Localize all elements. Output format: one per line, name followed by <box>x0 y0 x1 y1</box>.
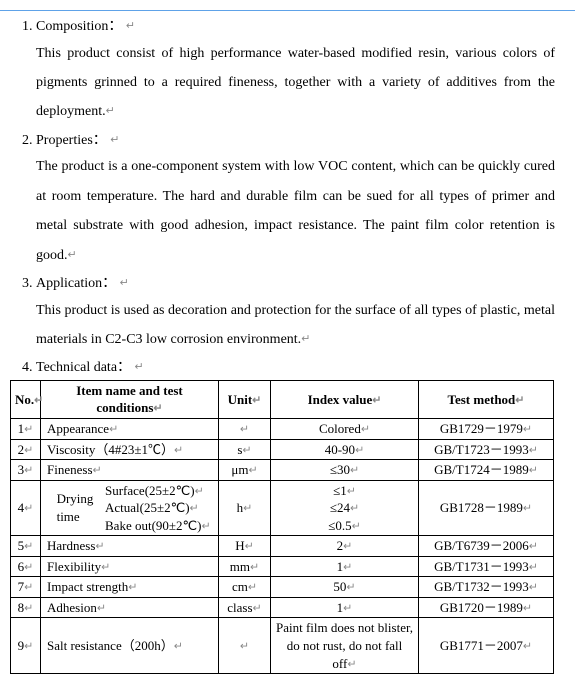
return-mark: ↵ <box>301 333 310 345</box>
heading-text: Properties： <box>36 133 107 148</box>
table-row: 7↵Impact strength↵cm↵50↵GB/T1732－1993↵ <box>11 577 554 598</box>
table-row: 9↵Salt resistance（200h）↵↵Paint film does… <box>11 618 554 674</box>
cell-item: Salt resistance（200h）↵ <box>41 618 219 674</box>
cell-no: 5↵ <box>11 536 41 557</box>
th-index: Index value↵ <box>271 380 419 418</box>
cell-index: 1↵ <box>271 597 419 618</box>
cell-item: Impact strength↵ <box>41 577 219 598</box>
cell-method: GB/T6739－2006↵ <box>419 536 554 557</box>
cell-unit: μm↵ <box>219 460 271 481</box>
th-method: Test method↵ <box>419 380 554 418</box>
cell-unit: class↵ <box>219 597 271 618</box>
cell-no: 1↵ <box>11 418 41 439</box>
cell-index: 40-90↵ <box>271 439 419 460</box>
section-body: The product is a one-component system wi… <box>36 152 555 270</box>
cell-method: GB/T1731－1993↵ <box>419 556 554 577</box>
cell-item: Adhesion↵ <box>41 597 219 618</box>
technical-data-table: No.↵ Item name and test conditions↵ Unit… <box>10 380 554 674</box>
cell-unit: cm↵ <box>219 577 271 598</box>
cell-method: GB/T1732－1993↵ <box>419 577 554 598</box>
return-mark: ↵ <box>120 277 129 289</box>
cell-index: ≤1↵≤24↵≤0.5↵ <box>271 480 419 536</box>
cell-no: 3↵ <box>11 460 41 481</box>
cell-method: GB/T1724－1989↵ <box>419 460 554 481</box>
table-row: 8↵Adhesion↵class↵1↵GB1720－1989↵ <box>11 597 554 618</box>
cell-unit: ↵ <box>219 618 271 674</box>
section-list: Composition： ↵ This product consist of h… <box>10 17 555 378</box>
heading-text: Composition： <box>36 19 122 34</box>
cell-unit: mm↵ <box>219 556 271 577</box>
cell-index: 50↵ <box>271 577 419 598</box>
table-row: 5↵Hardness↵H↵2↵GB/T6739－2006↵ <box>11 536 554 557</box>
section-body: This product consist of high performance… <box>36 39 555 127</box>
section-heading: Composition： ↵ <box>36 17 555 37</box>
return-mark: ↵ <box>135 361 144 373</box>
cell-no: 7↵ <box>11 577 41 598</box>
table-row: 6↵Flexibility↵mm↵1↵GB/T1731－1993↵ <box>11 556 554 577</box>
cell-unit: s↵ <box>219 439 271 460</box>
cell-item: Appearance↵ <box>41 418 219 439</box>
section-composition: Composition： ↵ This product consist of h… <box>36 17 555 127</box>
cell-index: 2↵ <box>271 536 419 557</box>
page-top-rule <box>0 10 575 11</box>
section-heading: Application： ↵ <box>36 274 555 294</box>
section-body: This product is used as decoration and p… <box>36 296 555 355</box>
cell-index: Colored↵ <box>271 418 419 439</box>
body-text: This product is used as decoration and p… <box>36 303 555 347</box>
cell-no: 6↵ <box>11 556 41 577</box>
return-mark: ↵ <box>68 249 77 261</box>
cell-no: 2↵ <box>11 439 41 460</box>
return-mark: ↵ <box>106 106 115 118</box>
section-properties: Properties： ↵ The product is a one-compo… <box>36 131 555 270</box>
cell-method: GB1771－2007↵ <box>419 618 554 674</box>
table-row: 1↵Appearance↵↵Colored↵GB1729－1979↵ <box>11 418 554 439</box>
table-row: 2↵Viscosity（4#23±1℃）↵s↵40-90↵GB/T1723－19… <box>11 439 554 460</box>
cell-method: GB1728－1989↵ <box>419 480 554 536</box>
cell-unit: h↵ <box>219 480 271 536</box>
table-body: 1↵Appearance↵↵Colored↵GB1729－1979↵2↵Visc… <box>11 418 554 673</box>
th-item: Item name and test conditions↵ <box>41 380 219 418</box>
table-header-row: No.↵ Item name and test conditions↵ Unit… <box>11 380 554 418</box>
body-text: The product is a one-component system wi… <box>36 159 555 262</box>
cell-index: Paint film does not blister, do not rust… <box>271 618 419 674</box>
return-mark: ↵ <box>110 134 119 146</box>
cell-item: Hardness↵ <box>41 536 219 557</box>
cell-unit: ↵ <box>219 418 271 439</box>
cell-method: GB1729－1979↵ <box>419 418 554 439</box>
table-row: 4↵DryingtimeSurface(25±2℃)↵Actual(25±2℃)… <box>11 480 554 536</box>
cell-method: GB/T1723－1993↵ <box>419 439 554 460</box>
section-application: Application： ↵ This product is used as d… <box>36 274 555 354</box>
cell-index: 1↵ <box>271 556 419 577</box>
th-unit: Unit↵ <box>219 380 271 418</box>
cell-item: Viscosity（4#23±1℃）↵ <box>41 439 219 460</box>
cell-method: GB1720－1989↵ <box>419 597 554 618</box>
cell-no: 9↵ <box>11 618 41 674</box>
cell-item: DryingtimeSurface(25±2℃)↵Actual(25±2℃)↵B… <box>41 480 219 536</box>
cell-item: Flexibility↵ <box>41 556 219 577</box>
th-no: No.↵ <box>11 380 41 418</box>
section-heading: Technical data： ↵ <box>36 358 555 378</box>
heading-text: Technical data： <box>36 360 131 375</box>
table-row: 3↵Fineness↵μm↵≤30↵GB/T1724－1989↵ <box>11 460 554 481</box>
heading-text: Application： <box>36 276 116 291</box>
cell-item: Fineness↵ <box>41 460 219 481</box>
cell-index: ≤30↵ <box>271 460 419 481</box>
cell-no: 8↵ <box>11 597 41 618</box>
cell-unit: H↵ <box>219 536 271 557</box>
section-technical-data: Technical data： ↵ <box>36 358 555 378</box>
return-mark: ↵ <box>126 20 135 32</box>
section-heading: Properties： ↵ <box>36 131 555 151</box>
cell-no: 4↵ <box>11 480 41 536</box>
